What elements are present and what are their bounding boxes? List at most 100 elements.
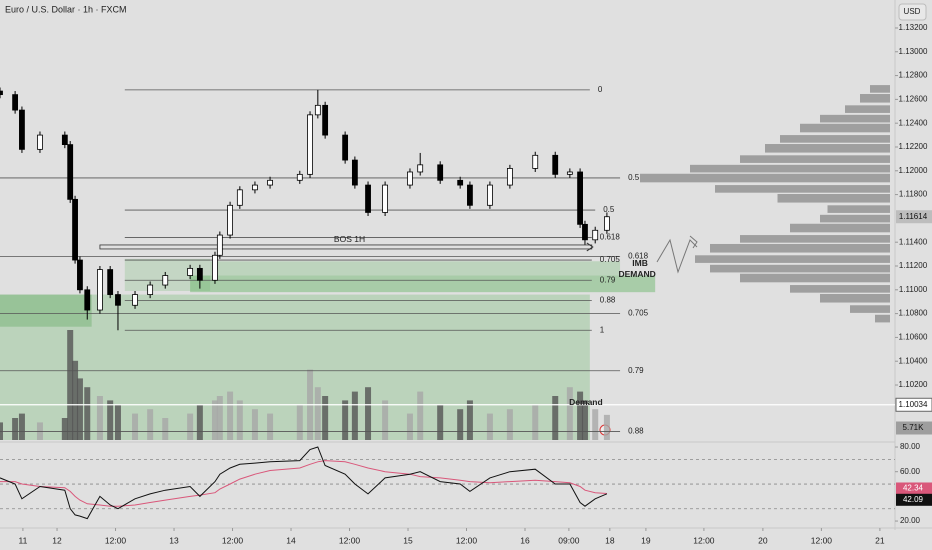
candle-body — [467, 184, 473, 206]
x-tick-label: 12:00 — [105, 535, 127, 545]
volume-bar — [211, 400, 218, 440]
rsi-tick-label: 60.00 — [900, 467, 921, 476]
x-tick-label: 14 — [286, 535, 296, 545]
rsi-ma-box — [896, 482, 932, 495]
candle-body — [417, 164, 424, 173]
volume-bar — [267, 413, 274, 440]
volume-bar — [107, 400, 114, 440]
candle-body — [77, 259, 83, 291]
zone — [124, 258, 211, 291]
volume-profile-bar — [777, 193, 890, 203]
volume-bar — [187, 413, 194, 440]
candle-body — [0, 90, 3, 96]
y-tick-label: 1.10400 — [899, 356, 928, 365]
volume-bar — [162, 418, 169, 440]
fib-label: 0.705 — [628, 309, 649, 318]
fib-label: 0.79 — [628, 366, 644, 375]
candle-body — [342, 134, 349, 161]
fib-label: 0.705 — [600, 255, 621, 264]
candle-body — [566, 171, 573, 175]
x-tick-label: 12:00 — [339, 535, 361, 545]
y-tick-label: 1.10600 — [899, 333, 928, 342]
rsi-value: 42.09 — [903, 495, 924, 504]
rsi-tick-label: 80.00 — [900, 442, 921, 451]
candle-body — [322, 104, 329, 136]
volume-profile-bar — [715, 185, 890, 193]
currency-box[interactable] — [898, 3, 927, 21]
candle-body — [296, 173, 303, 181]
fib-label: 0.618 — [628, 252, 649, 261]
price-line-label: 1.10034 — [899, 400, 928, 409]
y-tick-label: 1.12600 — [899, 94, 928, 103]
volume-bar — [577, 391, 584, 440]
candle-body — [61, 134, 68, 146]
candle-body — [132, 294, 138, 306]
last-price-box — [896, 210, 932, 224]
candle-body — [212, 254, 218, 281]
candle-body — [365, 184, 371, 213]
volume-profile-bar — [845, 105, 890, 113]
x-tick-label: 18 — [605, 535, 615, 545]
candle-body — [592, 229, 599, 241]
x-tick-label: 16 — [520, 535, 530, 545]
volume-bar — [552, 396, 559, 440]
rsi-ma-line — [0, 460, 607, 507]
volume-bar — [227, 391, 234, 440]
volume-bar — [351, 391, 358, 440]
annotation: Demand — [569, 397, 603, 407]
volume-profile-bar — [780, 135, 890, 143]
candle-body — [407, 171, 413, 186]
price-line-label-box — [895, 397, 932, 412]
x-tick-label: 15 — [403, 535, 413, 545]
volume-profile-bar — [710, 264, 890, 273]
candle-body — [532, 154, 539, 169]
candle-body — [314, 104, 321, 116]
bos-box — [99, 244, 593, 250]
fib-label: 0.88 — [628, 427, 644, 436]
volume-profile-bar — [695, 255, 890, 263]
volume-bar — [147, 409, 154, 440]
projection-arrow — [656, 235, 698, 274]
fib-label: 1 — [600, 325, 605, 334]
rsi-line — [0, 446, 608, 520]
volume-bar — [132, 413, 139, 440]
volume-profile-bar — [740, 235, 890, 243]
annotation: DEMAND — [618, 269, 655, 279]
volume-bar — [114, 404, 121, 440]
candle-body — [506, 168, 513, 186]
rsi-box — [896, 493, 932, 506]
x-tick-label: 13 — [169, 535, 179, 545]
y-tick-label: 1.10200 — [899, 380, 928, 389]
y-tick-label: 1.10800 — [899, 309, 928, 318]
volume-bar — [96, 396, 103, 440]
volume-bar — [365, 387, 372, 440]
volume-profile-bar — [820, 293, 890, 303]
volume-bar — [322, 396, 329, 440]
volume-bar — [603, 414, 610, 440]
volume-bar — [406, 413, 413, 440]
volume-label: 5.71K — [903, 423, 925, 432]
candle-body — [604, 216, 610, 231]
candle-body — [107, 269, 114, 295]
candle-body — [147, 284, 154, 295]
volume-bar — [72, 360, 79, 440]
volume-bar — [382, 400, 389, 440]
candle-body — [115, 294, 121, 306]
volume-bar — [196, 404, 203, 440]
x-tick-label: 20 — [758, 535, 768, 545]
volume-bar — [457, 409, 464, 440]
candle-body — [196, 267, 203, 281]
volume-bar — [581, 400, 588, 440]
volume-bar — [417, 391, 424, 440]
fib-label: 0.88 — [600, 296, 616, 305]
annotation: IMB — [632, 258, 648, 268]
volume-profile-bar — [640, 173, 890, 183]
y-tick-label: 1.11200 — [899, 261, 928, 270]
y-tick-label: 1.11800 — [899, 190, 928, 199]
volume-bar — [314, 387, 321, 440]
candle-body — [351, 159, 358, 186]
currency: USD — [904, 7, 921, 16]
volume-bar — [592, 409, 599, 440]
candle-body — [236, 189, 243, 206]
volume-profile-bar — [690, 164, 890, 173]
